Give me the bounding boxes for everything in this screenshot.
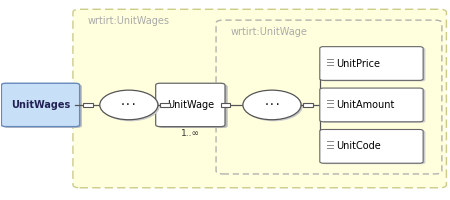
Text: UnitPrice: UnitPrice <box>336 59 380 69</box>
FancyBboxPatch shape <box>156 83 225 127</box>
Ellipse shape <box>243 90 301 120</box>
Text: UnitCode: UnitCode <box>336 141 381 151</box>
FancyBboxPatch shape <box>322 130 425 164</box>
Text: ···: ··· <box>120 100 138 110</box>
FancyBboxPatch shape <box>158 85 228 128</box>
FancyBboxPatch shape <box>320 47 423 80</box>
Ellipse shape <box>245 92 303 121</box>
Text: 1..∞: 1..∞ <box>181 129 200 138</box>
Text: wrtirt:UnitWages: wrtirt:UnitWages <box>88 16 170 26</box>
Ellipse shape <box>100 90 158 120</box>
Bar <box>220 103 230 107</box>
FancyBboxPatch shape <box>216 20 442 174</box>
Text: wrtirt:UnitWage: wrtirt:UnitWage <box>231 27 308 37</box>
Text: UnitWage: UnitWage <box>167 100 214 110</box>
Bar <box>160 103 170 107</box>
Bar <box>303 103 313 107</box>
FancyBboxPatch shape <box>320 88 423 122</box>
FancyBboxPatch shape <box>1 83 80 127</box>
Text: UnitAmount: UnitAmount <box>336 100 394 110</box>
Text: UnitWages: UnitWages <box>11 100 70 110</box>
FancyBboxPatch shape <box>320 129 423 163</box>
Ellipse shape <box>102 92 160 121</box>
FancyBboxPatch shape <box>73 9 446 188</box>
FancyBboxPatch shape <box>322 48 425 81</box>
Text: ···: ··· <box>263 100 281 110</box>
FancyBboxPatch shape <box>4 84 82 128</box>
Bar <box>83 103 93 107</box>
FancyBboxPatch shape <box>322 89 425 123</box>
